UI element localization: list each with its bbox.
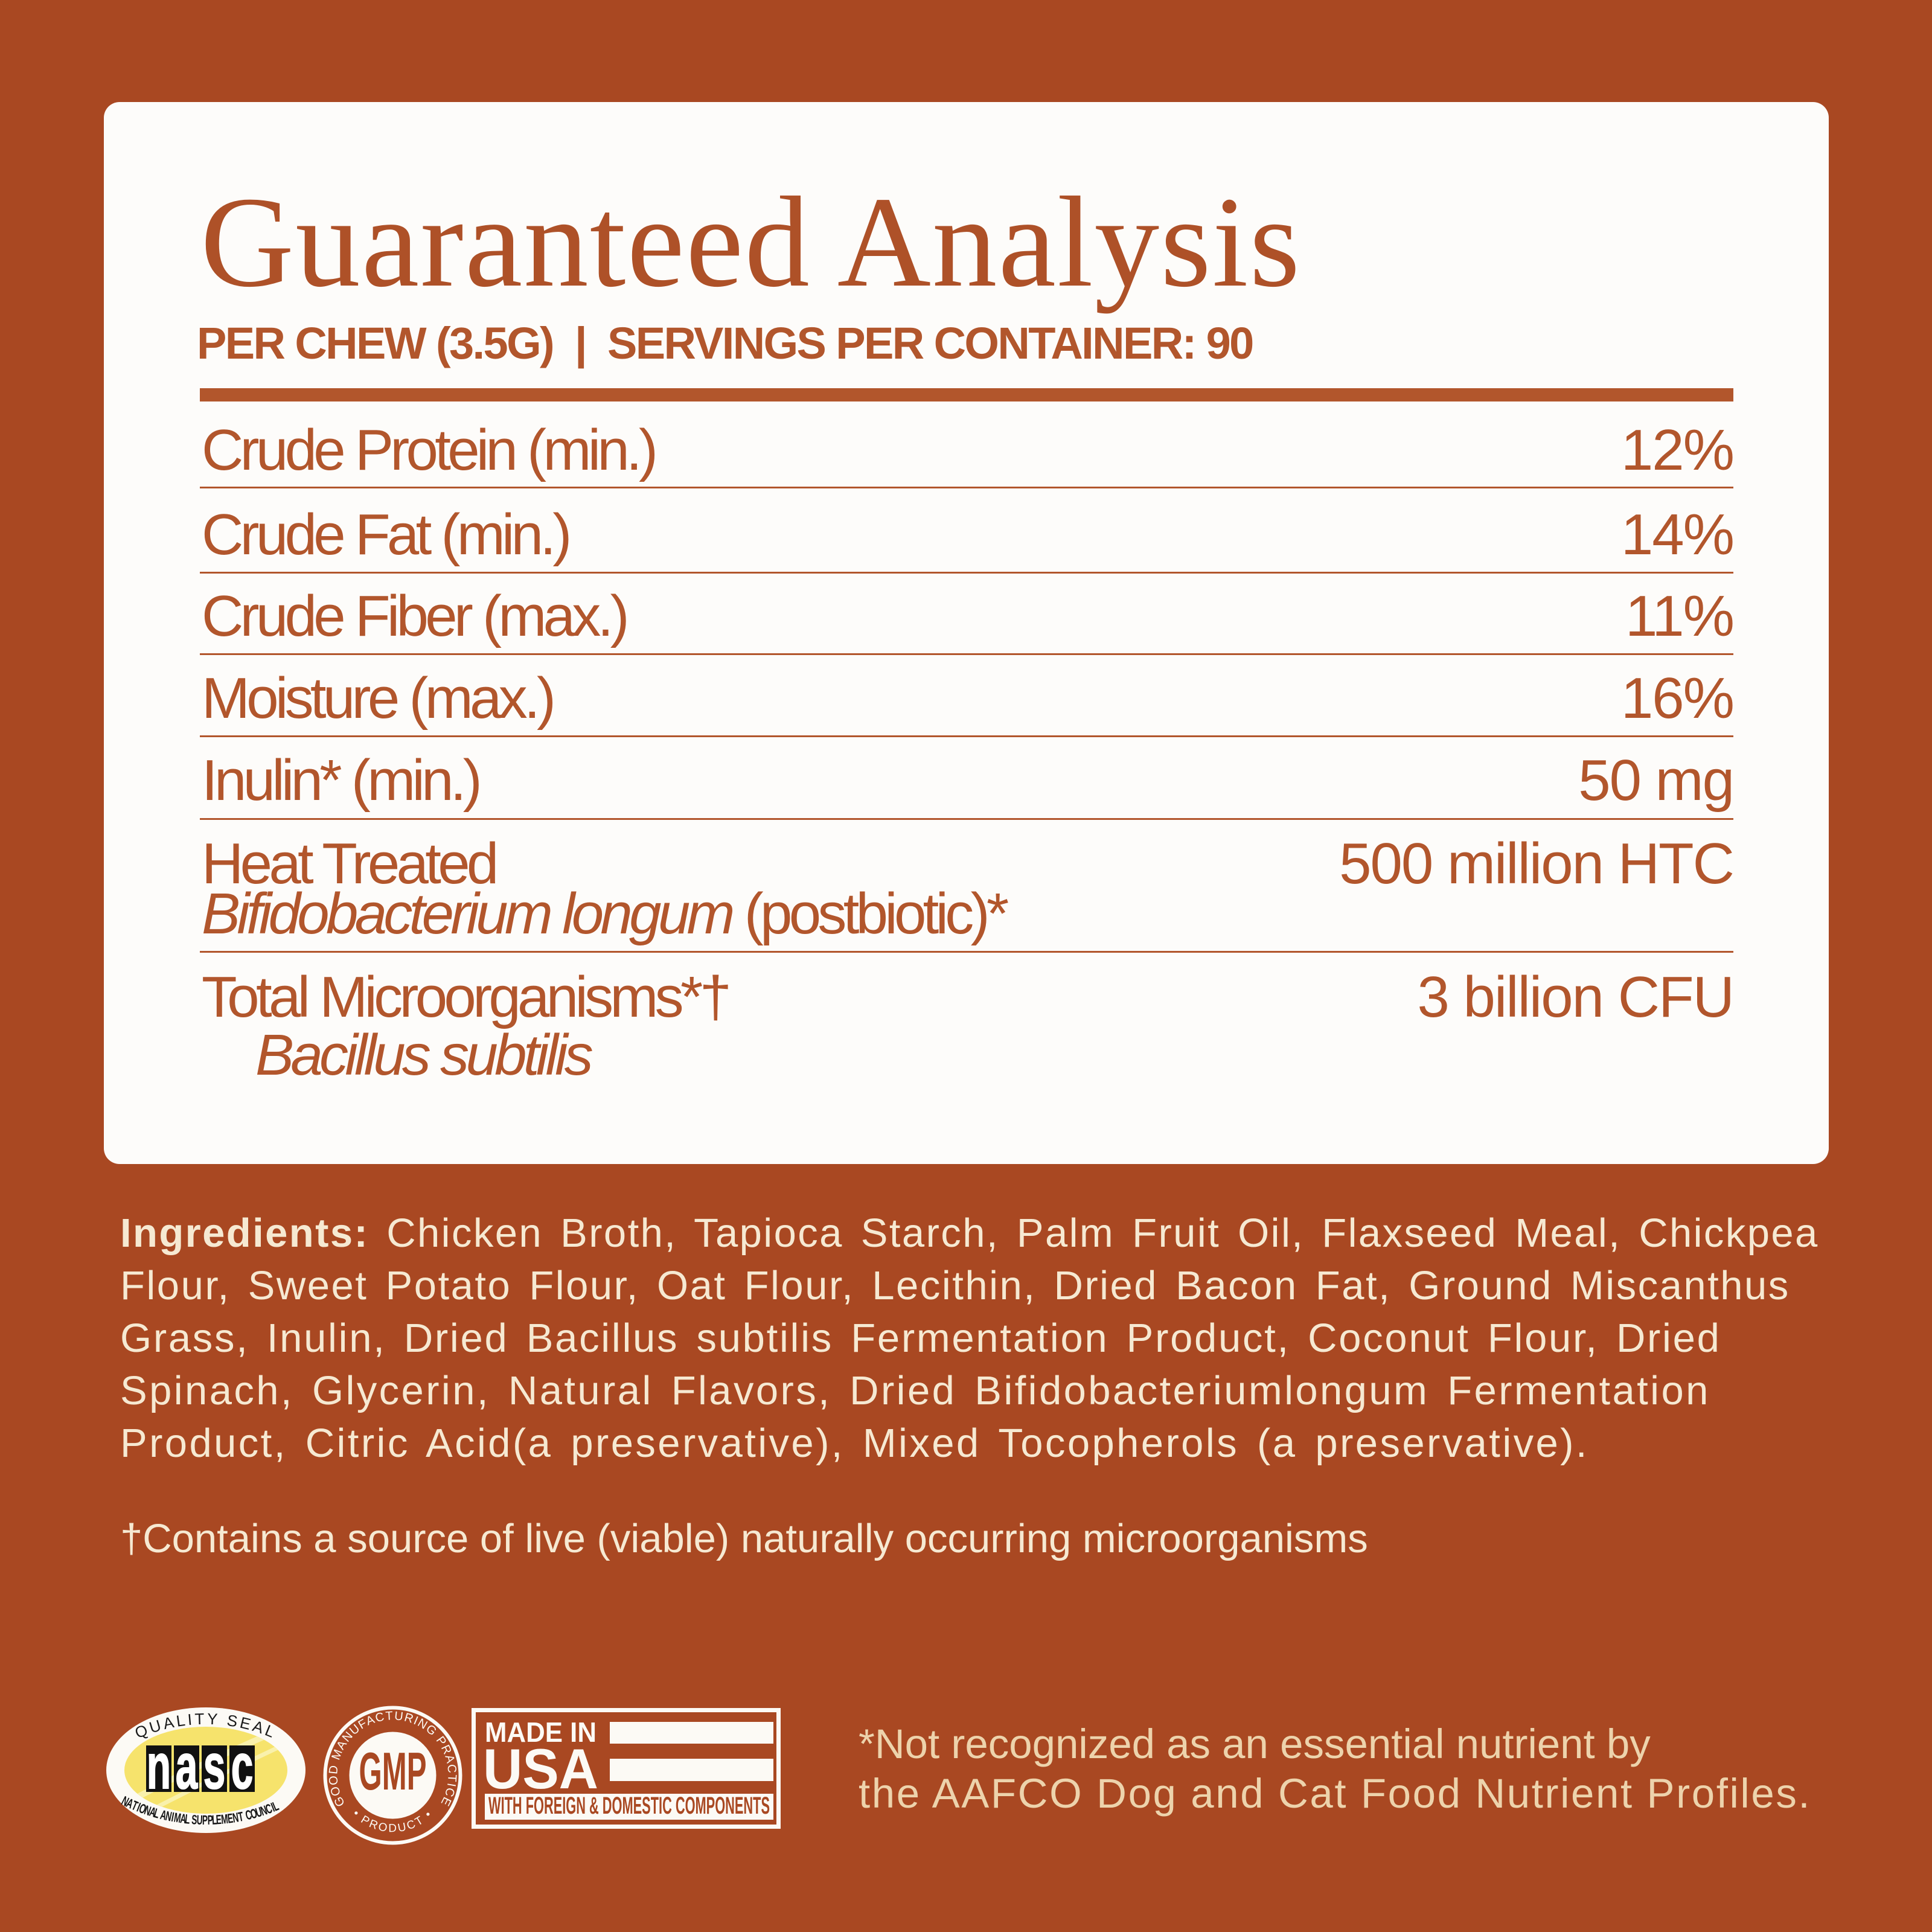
svg-text:E: E: [226, 1810, 234, 1826]
svg-text:M: M: [173, 1809, 182, 1826]
svg-text:U: U: [196, 1812, 203, 1828]
svg-text:MADE IN: MADE IN: [485, 1716, 597, 1748]
svg-text:E: E: [216, 1811, 222, 1827]
svg-text:GMP: GMP: [359, 1741, 427, 1801]
svg-text:S: S: [191, 1812, 198, 1828]
svg-text:N: N: [231, 1809, 240, 1826]
svg-text:a: a: [176, 1730, 198, 1802]
svg-text:L: L: [184, 1811, 191, 1827]
svg-text:n: n: [147, 1730, 171, 1802]
svg-text:USA: USA: [483, 1737, 598, 1800]
svg-text:L: L: [211, 1812, 217, 1828]
svg-text:WITH FOREIGN & DOMESTIC COMPON: WITH FOREIGN & DOMESTIC COMPONENTS: [488, 1793, 770, 1819]
svg-text:A: A: [179, 1811, 187, 1826]
svg-text:s: s: [203, 1730, 226, 1802]
svg-text:I: I: [170, 1809, 175, 1825]
svg-text:P: P: [202, 1812, 208, 1828]
svg-text:M: M: [220, 1811, 229, 1826]
svg-text:c: c: [231, 1730, 254, 1802]
svg-text:P: P: [207, 1812, 213, 1827]
